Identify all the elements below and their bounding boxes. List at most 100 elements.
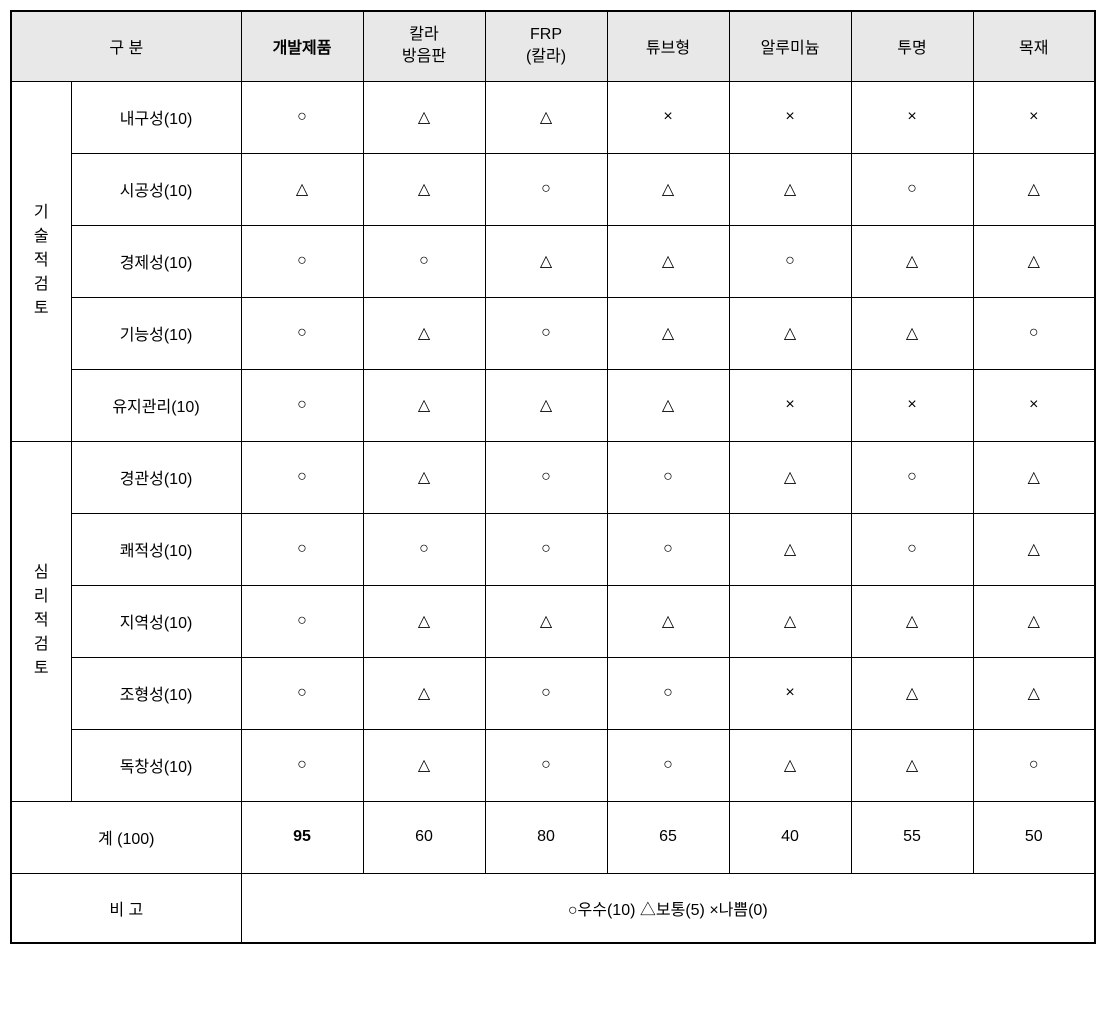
cell-value: ○ [851,153,973,225]
row-label: 경제성(10) [71,225,241,297]
sum-label: 계 (100) [11,801,241,873]
cell-value: × [973,369,1095,441]
cell-value: ○ [485,513,607,585]
row-label: 조형성(10) [71,657,241,729]
cell-value: × [851,369,973,441]
cell-value: △ [973,153,1095,225]
sum-value: 40 [729,801,851,873]
cell-value: △ [851,585,973,657]
table-row: 기능성(10)○△○△△△○ [11,297,1095,369]
header-col-6: 목재 [973,11,1095,81]
table-row: 시공성(10)△△○△△○△ [11,153,1095,225]
cell-value: ○ [973,729,1095,801]
legend-label: 비 고 [11,873,241,943]
cell-value: △ [363,369,485,441]
row-label: 기능성(10) [71,297,241,369]
row-label: 유지관리(10) [71,369,241,441]
cell-value: △ [851,297,973,369]
cell-value: △ [851,657,973,729]
cell-value: △ [485,369,607,441]
cell-value: × [607,81,729,153]
row-label: 시공성(10) [71,153,241,225]
header-row: 구 분 개발제품 칼라방음판 FRP(칼라) 튜브형 알루미늄 투명 목재 [11,11,1095,81]
sum-value: 55 [851,801,973,873]
header-col-2: FRP(칼라) [485,11,607,81]
cell-value: △ [973,657,1095,729]
cell-value: △ [729,585,851,657]
cell-value: △ [729,729,851,801]
cell-value: △ [729,513,851,585]
cell-value: ○ [241,369,363,441]
cell-value: △ [607,585,729,657]
header-col-5: 투명 [851,11,973,81]
cell-value: △ [363,729,485,801]
cell-value: ○ [851,513,973,585]
group-label: 기술적검토 [11,81,71,441]
table-row: 기술적검토내구성(10)○△△×××× [11,81,1095,153]
cell-value: ○ [241,441,363,513]
table-row: 유지관리(10)○△△△××× [11,369,1095,441]
cell-value: ○ [485,657,607,729]
cell-value: △ [363,585,485,657]
table-row: 경제성(10)○○△△○△△ [11,225,1095,297]
cell-value: ○ [729,225,851,297]
cell-value: ○ [241,297,363,369]
cell-value: △ [607,369,729,441]
cell-value: ○ [241,513,363,585]
cell-value: △ [607,297,729,369]
cell-value: ○ [485,441,607,513]
cell-value: △ [729,153,851,225]
legend-content: ○우수(10) △보통(5) ×나쁨(0) [241,873,1095,943]
sum-value: 60 [363,801,485,873]
cell-value: △ [973,441,1095,513]
cell-value: △ [363,441,485,513]
cell-value: △ [973,585,1095,657]
cell-value: × [729,369,851,441]
cell-value: △ [363,297,485,369]
legend-row: 비 고○우수(10) △보통(5) ×나쁨(0) [11,873,1095,943]
cell-value: × [729,81,851,153]
header-category: 구 분 [11,11,241,81]
header-col-1: 칼라방음판 [363,11,485,81]
sum-value: 65 [607,801,729,873]
cell-value: ○ [485,153,607,225]
sum-value: 50 [973,801,1095,873]
cell-value: △ [973,513,1095,585]
row-label: 지역성(10) [71,585,241,657]
cell-value: △ [729,297,851,369]
cell-value: △ [851,225,973,297]
cell-value: △ [729,441,851,513]
sum-row: 계 (100)95608065405550 [11,801,1095,873]
cell-value: △ [851,729,973,801]
cell-value: ○ [485,729,607,801]
cell-value: △ [485,585,607,657]
cell-value: × [973,81,1095,153]
cell-value: ○ [607,513,729,585]
cell-value: △ [363,153,485,225]
header-col-3: 튜브형 [607,11,729,81]
cell-value: ○ [851,441,973,513]
cell-value: ○ [363,225,485,297]
cell-value: △ [607,153,729,225]
table-row: 조형성(10)○△○○×△△ [11,657,1095,729]
table-row: 심리적검토경관성(10)○△○○△○△ [11,441,1095,513]
cell-value: × [851,81,973,153]
header-col-4: 알루미늄 [729,11,851,81]
cell-value: △ [485,81,607,153]
cell-value: ○ [241,225,363,297]
cell-value: ○ [485,297,607,369]
row-label: 경관성(10) [71,441,241,513]
table-row: 독창성(10)○△○○△△○ [11,729,1095,801]
sum-value: 95 [241,801,363,873]
cell-value: △ [363,657,485,729]
cell-value: △ [973,225,1095,297]
table-row: 쾌적성(10)○○○○△○△ [11,513,1095,585]
group-label: 심리적검토 [11,441,71,801]
cell-value: △ [485,225,607,297]
cell-value: ○ [241,657,363,729]
table-row: 지역성(10)○△△△△△△ [11,585,1095,657]
cell-value: △ [607,225,729,297]
row-label: 쾌적성(10) [71,513,241,585]
cell-value: △ [241,153,363,225]
cell-value: ○ [241,585,363,657]
